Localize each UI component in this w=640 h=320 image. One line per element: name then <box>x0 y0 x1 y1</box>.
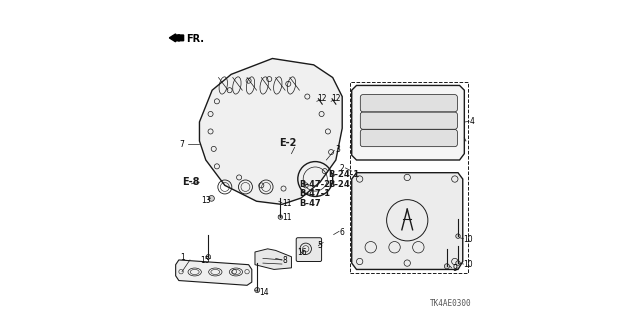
PathPatch shape <box>352 85 465 160</box>
Text: B-47-1: B-47-1 <box>300 189 330 198</box>
Text: 1: 1 <box>180 253 185 262</box>
Circle shape <box>255 288 260 292</box>
Circle shape <box>278 215 283 219</box>
Text: 6: 6 <box>340 228 344 236</box>
PathPatch shape <box>255 249 291 269</box>
Text: 8: 8 <box>283 256 287 265</box>
Text: FR.: FR. <box>186 34 204 44</box>
Text: 12: 12 <box>332 94 341 103</box>
Circle shape <box>456 234 460 238</box>
Text: 11: 11 <box>283 213 292 222</box>
Text: 10: 10 <box>464 235 474 244</box>
FancyBboxPatch shape <box>296 238 321 261</box>
Text: 7: 7 <box>180 140 185 148</box>
Text: 16: 16 <box>297 248 307 258</box>
Text: B-47-2: B-47-2 <box>300 180 330 189</box>
Text: 11: 11 <box>283 199 292 208</box>
Circle shape <box>206 254 211 259</box>
Text: B-47: B-47 <box>300 199 321 208</box>
Text: 15: 15 <box>200 256 210 265</box>
Text: B-24-1: B-24-1 <box>328 171 360 180</box>
Text: 2: 2 <box>339 164 344 173</box>
Text: TK4AE0300: TK4AE0300 <box>430 299 472 308</box>
FancyBboxPatch shape <box>360 112 458 129</box>
FancyBboxPatch shape <box>360 95 458 112</box>
Text: 3: 3 <box>335 145 340 154</box>
Circle shape <box>456 261 460 265</box>
Text: 9: 9 <box>452 264 457 273</box>
Circle shape <box>209 196 214 201</box>
Text: E-2: E-2 <box>279 138 296 148</box>
Text: 13: 13 <box>201 196 211 205</box>
Text: E-8: E-8 <box>182 177 200 188</box>
Circle shape <box>444 264 449 269</box>
FancyBboxPatch shape <box>360 130 458 147</box>
Text: B-24: B-24 <box>328 180 350 189</box>
Text: 10: 10 <box>464 260 474 269</box>
Bar <box>350 82 467 273</box>
PathPatch shape <box>175 260 252 285</box>
Text: 5: 5 <box>318 242 323 251</box>
Text: 14: 14 <box>259 288 268 297</box>
PathPatch shape <box>200 59 342 204</box>
Text: 4: 4 <box>470 117 475 126</box>
Text: 12: 12 <box>317 94 326 103</box>
FancyArrow shape <box>170 34 184 42</box>
PathPatch shape <box>352 173 463 269</box>
